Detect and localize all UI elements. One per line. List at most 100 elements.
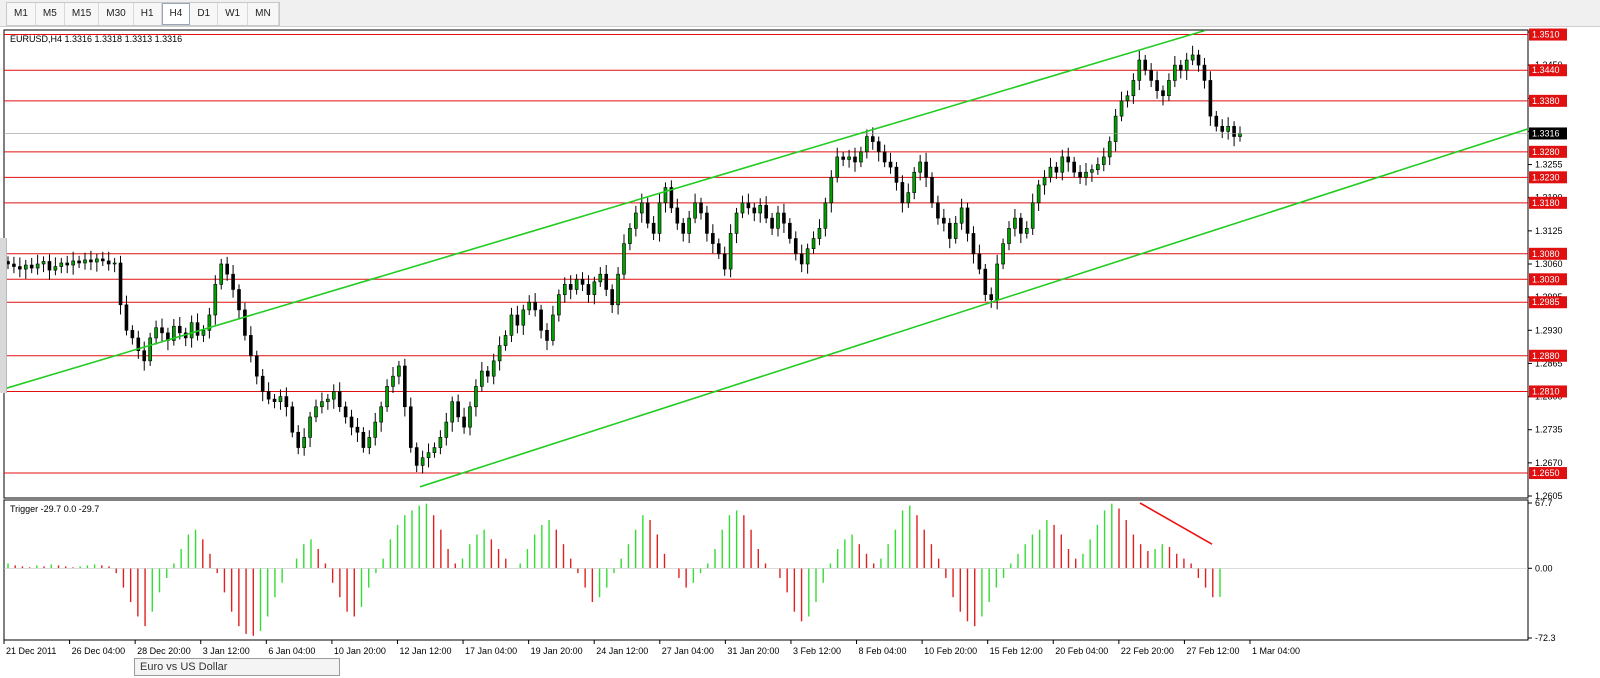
- candle-bear: [337, 391, 342, 408]
- level-price-label: 1.3080: [1532, 249, 1560, 259]
- candle-bull: [995, 263, 999, 300]
- price-axis-label: 1.2865: [1535, 358, 1563, 368]
- candle-bear: [1066, 156, 1071, 163]
- level-price-label: 1.3440: [1532, 65, 1560, 75]
- timeframe-button-m15[interactable]: M15: [65, 3, 100, 25]
- candle-bear: [716, 243, 721, 255]
- candle-bear: [237, 289, 241, 311]
- oscillator-axis-label: 67.7: [1535, 498, 1553, 508]
- current-price-label: 1.3316: [1532, 128, 1560, 138]
- candle-bear: [65, 262, 70, 266]
- price-axis-label: 1.3125: [1535, 226, 1563, 236]
- time-axis-label: 24 Jan 12:00: [596, 646, 648, 656]
- candle-bear: [296, 431, 301, 448]
- candle-bull: [491, 360, 496, 377]
- candle-bull: [1238, 133, 1242, 137]
- timeframe-button-d1[interactable]: D1: [190, 3, 219, 25]
- lower-trendline: [419, 128, 1529, 488]
- candle-bear: [1155, 80, 1159, 91]
- candle-bull: [41, 261, 46, 265]
- candle-bear: [89, 259, 93, 263]
- candle-bull: [557, 294, 561, 316]
- level-price-tag: [1529, 64, 1567, 77]
- candle-bear: [793, 238, 798, 255]
- timeframe-button-w1[interactable]: W1: [218, 3, 249, 25]
- level-price-tag: [1529, 196, 1567, 209]
- level-price-label: 1.3380: [1532, 96, 1560, 106]
- timeframe-button-h4[interactable]: H4: [161, 3, 191, 25]
- timeframe-button-m30[interactable]: M30: [99, 3, 134, 25]
- candle-bear: [610, 289, 614, 306]
- candle-bear: [118, 262, 123, 306]
- divergence-line: [1139, 502, 1213, 545]
- candle-bear: [651, 222, 656, 234]
- candle-bear: [853, 156, 857, 163]
- scroll-handle[interactable]: [0, 238, 7, 393]
- candle-bear: [545, 329, 549, 341]
- timeframe-button-h1[interactable]: H1: [134, 3, 162, 25]
- candle-bull: [953, 222, 958, 239]
- candle-bear: [568, 284, 573, 290]
- candle-bear: [408, 406, 413, 448]
- candle-bull: [657, 202, 662, 234]
- candle-bear: [782, 212, 786, 224]
- candle-bull: [1048, 166, 1053, 178]
- candle-bear: [942, 217, 946, 224]
- candle-bull: [95, 258, 99, 263]
- candle-bull: [823, 202, 828, 229]
- candle-bull: [59, 262, 64, 267]
- candle-bear: [29, 264, 34, 269]
- candle-bull: [865, 136, 869, 153]
- main-pane-border: [3, 29, 1529, 499]
- candle-bull: [1096, 164, 1100, 170]
- candle-bear: [539, 309, 543, 331]
- candle-bull: [776, 212, 780, 229]
- candle-bull: [693, 202, 697, 219]
- time-axis-label: 1 Mar 04:00: [1252, 646, 1300, 656]
- candle-bull: [213, 284, 218, 316]
- candle-bull: [1184, 59, 1189, 71]
- candle-bull: [373, 421, 378, 438]
- candle-bull: [385, 386, 389, 408]
- candle-bull: [302, 437, 306, 448]
- candle-bear: [977, 253, 982, 270]
- price-chart-svg[interactable]: 1.35151.34501.33851.33201.32551.31901.31…: [0, 27, 1600, 676]
- candle-bear: [580, 278, 585, 285]
- candle-bull: [172, 325, 176, 341]
- oscillator-title: Trigger -29.7 0.0 -29.7: [10, 504, 99, 514]
- time-axis-label: 19 Jan 20:00: [531, 646, 583, 656]
- price-axis-label: 1.2605: [1535, 491, 1563, 501]
- candle-bull: [1001, 243, 1005, 265]
- candle-bull: [1060, 156, 1065, 173]
- candle-bull: [468, 406, 472, 428]
- time-axis-label: 12 Jan 12:00: [399, 646, 451, 656]
- level-price-tag: [1529, 385, 1567, 398]
- candle-bear: [1054, 166, 1059, 173]
- candle-bear: [77, 260, 81, 264]
- timeframe-button-m1[interactable]: M1: [7, 3, 36, 25]
- candle-bear: [403, 365, 407, 408]
- candle-bear: [894, 166, 899, 183]
- candle-bull: [1125, 95, 1130, 102]
- candle-bull: [397, 365, 401, 377]
- candle-bull: [148, 337, 152, 362]
- price-axis-label: 1.2930: [1535, 325, 1563, 335]
- candle-bear: [355, 426, 360, 433]
- candle-bear: [1078, 171, 1082, 178]
- candle-bull: [432, 447, 437, 453]
- candle-bull: [918, 161, 922, 173]
- time-axis-label: 3 Feb 12:00: [793, 646, 841, 656]
- timeframe-button-m5[interactable]: M5: [36, 3, 65, 25]
- candle-bear: [746, 202, 751, 209]
- candle-bear: [930, 177, 934, 204]
- candle-bear: [266, 391, 271, 400]
- candle-bull: [1167, 80, 1171, 97]
- timeframe-button-group: M1 M5 M15 M30 H1 H4 D1 W1 MN: [6, 2, 280, 26]
- timeframe-button-mn[interactable]: MN: [248, 3, 279, 25]
- candle-bear: [231, 273, 235, 290]
- candle-bull: [527, 301, 532, 311]
- candle-bull: [207, 314, 212, 331]
- candle-bear: [788, 222, 792, 239]
- chart-area[interactable]: 1.35151.34501.33851.33201.32551.31901.31…: [0, 27, 1600, 676]
- candle-bull: [420, 457, 425, 466]
